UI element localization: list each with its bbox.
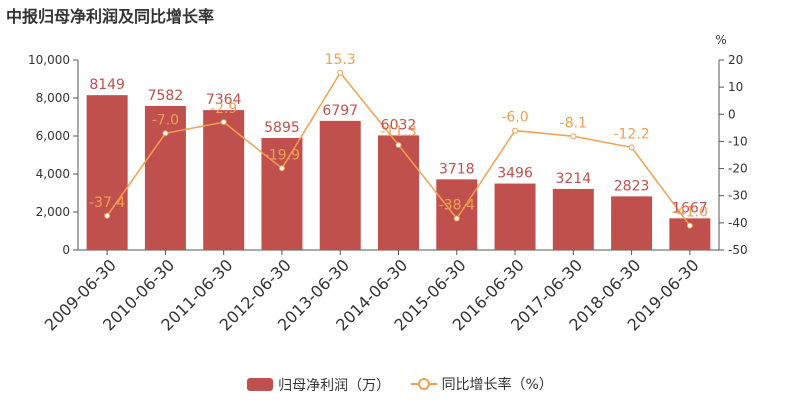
profit-bar — [203, 110, 245, 250]
profit-bar — [611, 196, 653, 250]
growth-point-label: -41.0 — [672, 205, 708, 221]
growth-point — [278, 165, 285, 172]
left-tick-label: 0 — [62, 243, 70, 257]
growth-point — [453, 215, 460, 222]
right-tick-label: -50 — [728, 243, 748, 257]
legend-item-growth[interactable]: 同比增长率（%） — [410, 374, 553, 394]
growth-point-label: -11.3 — [380, 124, 416, 140]
profit-bar-label: 7582 — [148, 88, 184, 104]
right-axis-unit: % — [715, 33, 726, 47]
right-tick-label: 20 — [728, 53, 743, 67]
growth-point — [628, 144, 635, 151]
growth-point — [220, 119, 227, 126]
profit-bar-label: 3496 — [497, 166, 533, 182]
right-tick-label: -10 — [728, 134, 748, 148]
growth-point-label: -6.0 — [501, 110, 528, 126]
growth-point — [570, 133, 577, 140]
profit-bar-label: 2823 — [614, 178, 650, 194]
growth-point — [337, 69, 344, 76]
growth-point — [686, 222, 693, 229]
left-tick-label: 8,000 — [36, 91, 70, 105]
growth-point — [104, 212, 111, 219]
profit-bar-label: 8149 — [89, 77, 125, 93]
legend-bar-swatch-icon — [247, 378, 274, 391]
profit-bar-label: 5895 — [264, 120, 300, 136]
data-labels: 8149 7582 7364 5895 6797 6032 3718 3496 3214 2823… — [89, 52, 708, 221]
growth-point-label: -38.4 — [439, 198, 475, 214]
legend-line-marker-icon — [410, 377, 437, 391]
profit-bar — [378, 135, 419, 250]
growth-point-label: -7.0 — [152, 112, 179, 128]
growth-point-label: 15.3 — [325, 52, 356, 68]
right-tick-label: 0 — [728, 107, 736, 121]
growth-point-label: -37.4 — [89, 195, 125, 211]
growth-point-label: -19.9 — [264, 147, 300, 163]
right-tick-label: -30 — [728, 189, 748, 203]
legend: 归母净利润（万） 同比增长率（%） — [0, 374, 800, 395]
profit-bar-label: 6032 — [381, 117, 417, 133]
growth-point-label: -2.9 — [210, 101, 237, 117]
chart-title: 中报归母净利润及同比增长率 — [6, 7, 215, 26]
legend-item-profit[interactable]: 归母净利润（万） — [247, 375, 390, 395]
profit-bar-label: 1667 — [672, 200, 708, 216]
profit-bar-label: 6797 — [322, 103, 358, 119]
growth-point — [162, 130, 169, 137]
legend-label-profit: 归母净利润（万） — [278, 377, 391, 394]
growth-point — [512, 127, 519, 134]
right-tick-label: 10 — [728, 80, 743, 94]
left-tick-label: 6,000 — [36, 129, 70, 143]
left-tick-label: 4,000 — [36, 167, 70, 181]
left-tick-label: 10,000 — [28, 53, 70, 67]
growth-line — [104, 69, 693, 229]
right-tick-label: -40 — [728, 216, 748, 230]
profit-bar-label: 3718 — [439, 161, 475, 177]
profit-bar — [552, 188, 594, 250]
left-tick-label: 2,000 — [36, 205, 70, 219]
profit-bar — [86, 95, 128, 250]
profit-bar — [436, 179, 478, 250]
profit-bar — [319, 120, 361, 251]
growth-point-label: -8.1 — [560, 115, 587, 131]
profit-bar-label: 7364 — [206, 92, 242, 108]
legend-label-growth: 同比增长率（%） — [441, 377, 553, 393]
growth-point-label: -12.2 — [613, 126, 649, 142]
profit-bar — [494, 183, 536, 250]
profit-bar-label: 3214 — [555, 171, 591, 187]
growth-point — [395, 141, 402, 148]
right-tick-label: -20 — [728, 162, 748, 176]
